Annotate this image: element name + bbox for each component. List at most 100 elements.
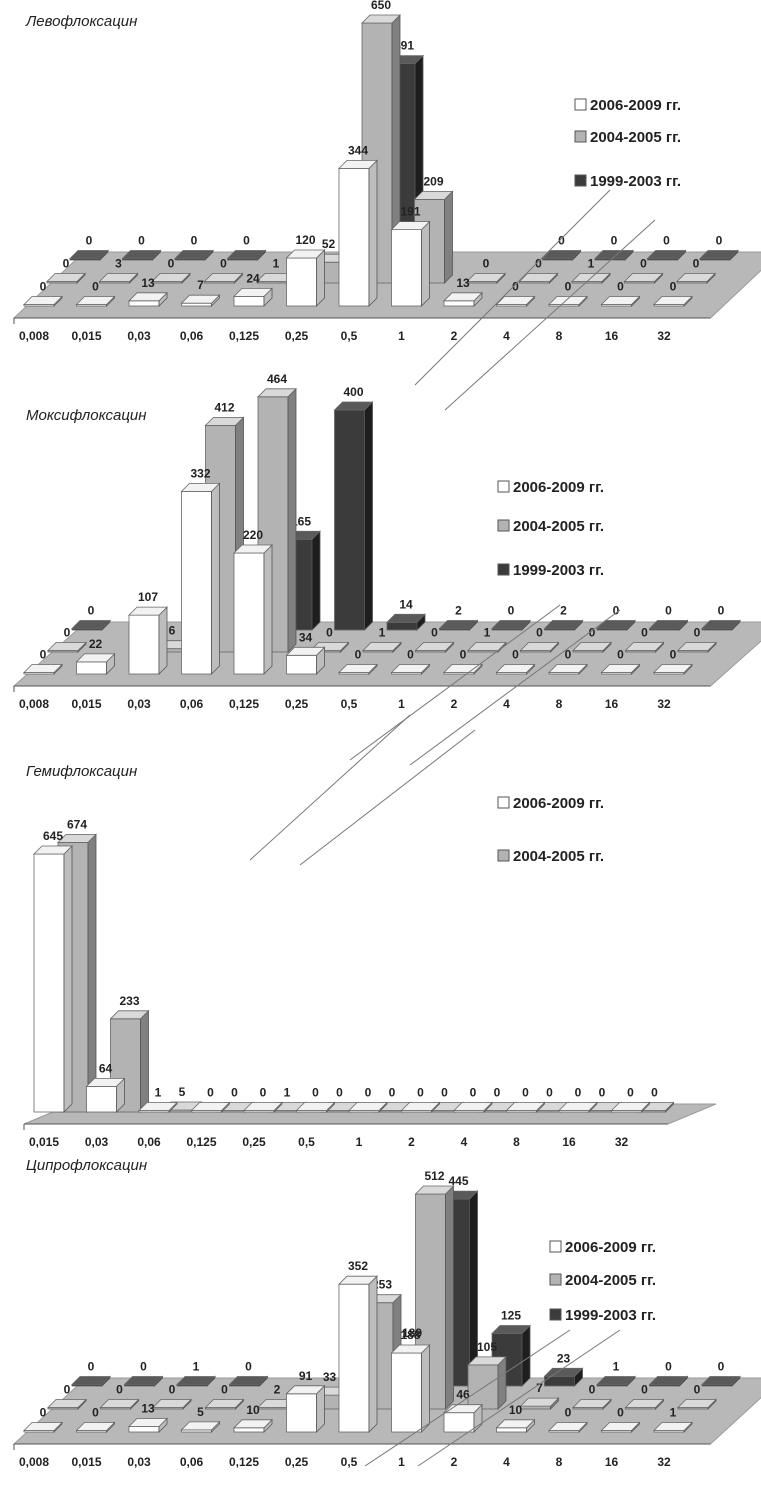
x-tick-label: 0,125 bbox=[186, 1135, 216, 1149]
bar: 0 bbox=[204, 1383, 245, 1410]
x-tick-label: 0,015 bbox=[71, 1455, 101, 1469]
data-label: 10 bbox=[509, 1403, 523, 1417]
data-label: 0 bbox=[88, 1360, 95, 1374]
bar: 0 bbox=[71, 1360, 111, 1387]
data-label: 188 bbox=[400, 1328, 420, 1342]
x-tick-label: 1 bbox=[398, 697, 405, 711]
x-tick-label: 0,008 bbox=[19, 1455, 49, 1469]
bar: 0 bbox=[190, 1086, 231, 1113]
bar-top bbox=[653, 1422, 693, 1431]
data-label: 191 bbox=[400, 205, 420, 219]
bar: 0 bbox=[390, 648, 431, 675]
data-label: 2 bbox=[455, 604, 462, 618]
data-label: 0 bbox=[326, 626, 333, 640]
bar-top bbox=[176, 1376, 216, 1385]
bar: 352 bbox=[338, 1259, 378, 1433]
bar: 0 bbox=[624, 1383, 665, 1410]
data-label: 2 bbox=[560, 604, 567, 618]
bar: 2 bbox=[438, 604, 479, 631]
x-tick-label: 0,03 bbox=[127, 1455, 151, 1469]
legend-label: 2004-2005 гг. bbox=[565, 1272, 656, 1289]
bar: 0 bbox=[23, 648, 63, 675]
legend-swatch bbox=[549, 1308, 562, 1321]
bar: 0 bbox=[71, 604, 111, 631]
bar-top bbox=[128, 292, 168, 302]
bar-top bbox=[362, 642, 402, 651]
x-tick-label: 0,015 bbox=[71, 329, 101, 343]
x-tick-label: 4 bbox=[503, 697, 510, 711]
bar: 34 bbox=[285, 630, 326, 675]
bar: 0 bbox=[123, 1360, 164, 1387]
bar-front bbox=[386, 621, 418, 631]
data-label: 0 bbox=[508, 604, 515, 618]
data-label: 0 bbox=[589, 626, 596, 640]
data-label: 1 bbox=[588, 257, 595, 271]
data-label: 0 bbox=[221, 1383, 228, 1397]
chart-title: Левофлоксацин bbox=[25, 13, 137, 30]
data-label: 332 bbox=[190, 466, 210, 480]
x-tick-label: 0,06 bbox=[137, 1135, 161, 1149]
bar: 10 bbox=[233, 1403, 273, 1433]
bar: 0 bbox=[495, 648, 536, 675]
bar-top bbox=[600, 1422, 641, 1431]
x-tick-label: 32 bbox=[657, 329, 671, 343]
bar-top bbox=[33, 845, 73, 855]
x-tick-label: 0,25 bbox=[285, 697, 309, 711]
bar: 0 bbox=[572, 626, 612, 653]
data-label: 0 bbox=[512, 280, 519, 294]
legend-swatch bbox=[497, 563, 510, 576]
data-label: 1 bbox=[155, 1086, 162, 1100]
bar-top bbox=[467, 1356, 507, 1366]
breakpoint-line bbox=[249, 714, 411, 861]
bar: 233 bbox=[109, 994, 150, 1113]
data-label: 0 bbox=[40, 280, 47, 294]
chart-title: Моксифлоксацин bbox=[26, 407, 147, 424]
data-label: 0 bbox=[535, 257, 542, 271]
bar-side bbox=[311, 530, 321, 631]
bar: 0 bbox=[466, 257, 506, 284]
bar-top bbox=[548, 296, 588, 305]
data-label: 0 bbox=[40, 1406, 47, 1420]
bar: 0 bbox=[548, 280, 588, 307]
data-label: 0 bbox=[355, 648, 362, 662]
data-label: 412 bbox=[214, 400, 234, 414]
bar: 0 bbox=[453, 1086, 493, 1113]
bar: 0 bbox=[400, 1086, 441, 1113]
data-label: 674 bbox=[67, 817, 87, 831]
data-label: 1 bbox=[379, 626, 386, 640]
bar-top bbox=[400, 1102, 441, 1111]
bar-front bbox=[338, 167, 370, 307]
bar: 13 bbox=[128, 276, 168, 307]
bar: 0 bbox=[121, 234, 162, 261]
bar: 1 bbox=[138, 1086, 178, 1113]
bar-top bbox=[233, 544, 273, 554]
bar-top bbox=[467, 642, 507, 651]
data-label: 23 bbox=[557, 1351, 571, 1365]
bar-front bbox=[443, 1412, 475, 1433]
bar-front bbox=[128, 614, 160, 675]
bar-front bbox=[286, 257, 317, 307]
bar-top bbox=[701, 1376, 741, 1385]
data-label: 0 bbox=[565, 1406, 572, 1420]
bar: 1 bbox=[653, 1406, 693, 1433]
data-label: 0 bbox=[243, 234, 250, 248]
data-label: 120 bbox=[295, 233, 315, 247]
bar: 0 bbox=[348, 1086, 388, 1113]
data-label: 7 bbox=[197, 278, 204, 292]
bar-top bbox=[558, 1102, 598, 1111]
x-tick-label: 8 bbox=[556, 329, 563, 343]
bar-top bbox=[285, 1385, 326, 1395]
bar-top bbox=[624, 642, 665, 651]
data-label: 1 bbox=[670, 1406, 677, 1420]
data-label: 0 bbox=[693, 257, 700, 271]
bar: 0 bbox=[600, 280, 641, 307]
bar: 0 bbox=[99, 1383, 140, 1410]
x-tick-label: 0,125 bbox=[229, 697, 259, 711]
bar-top bbox=[624, 1399, 665, 1408]
data-label: 0 bbox=[92, 280, 99, 294]
data-label: 512 bbox=[424, 1169, 444, 1183]
bar: 0 bbox=[699, 234, 739, 261]
bar-top bbox=[333, 401, 374, 411]
